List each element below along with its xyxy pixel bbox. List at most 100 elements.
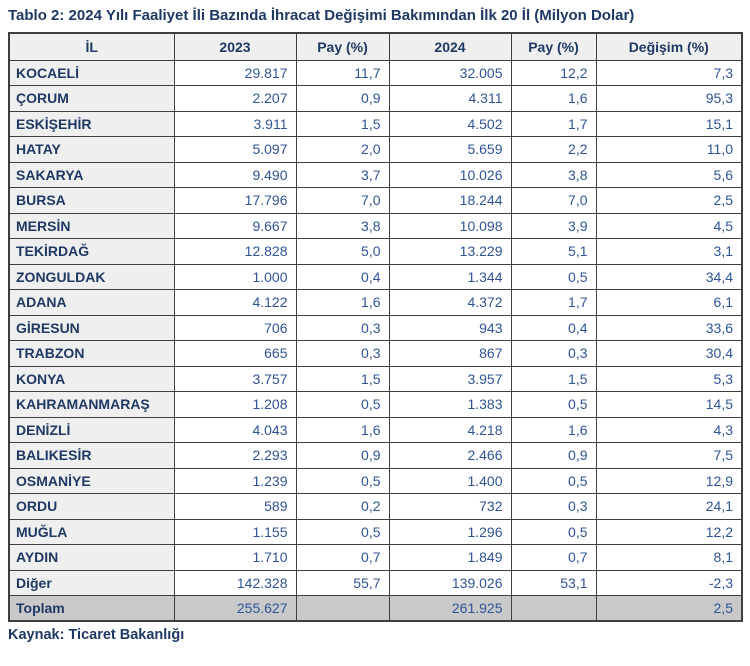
cell-il: HATAY xyxy=(8,136,175,163)
column-header-il: İL xyxy=(8,32,175,61)
column-header-pay-2023: Pay (%) xyxy=(295,32,390,61)
table-row: ORDU 589 0,2 732 0,3 24,1 xyxy=(8,493,743,520)
cell-2023: 706 xyxy=(173,314,297,341)
cell-2024: 261.925 xyxy=(388,595,512,622)
cell-degisim: 12,2 xyxy=(595,518,743,545)
cell-il: SAKARYA xyxy=(8,161,175,188)
cell-pay-2023: 5,0 xyxy=(295,238,390,265)
cell-pay-2023: 0,9 xyxy=(295,442,390,469)
column-header-2023: 2023 xyxy=(173,32,297,61)
table-row-total: Toplam 255.627 261.925 2,5 xyxy=(8,595,743,622)
cell-2023: 3.757 xyxy=(173,365,297,392)
cell-2023: 1.239 xyxy=(173,467,297,494)
cell-pay-2023 xyxy=(295,595,390,622)
cell-degisim: 5,6 xyxy=(595,161,743,188)
cell-2024: 10.098 xyxy=(388,212,512,239)
cell-2024: 10.026 xyxy=(388,161,512,188)
cell-il: ZONGULDAK xyxy=(8,263,175,290)
cell-pay-2024: 1,7 xyxy=(510,110,597,137)
cell-degisim: 95,3 xyxy=(595,85,743,112)
cell-pay-2024: 7,0 xyxy=(510,187,597,214)
cell-il: Toplam xyxy=(8,595,175,622)
table-row: TRABZON 665 0,3 867 0,3 30,4 xyxy=(8,340,743,367)
table-row: TEKİRDAĞ 12.828 5,0 13.229 5,1 3,1 xyxy=(8,238,743,265)
cell-il: OSMANİYE xyxy=(8,467,175,494)
cell-pay-2023: 1,5 xyxy=(295,110,390,137)
cell-degisim: 8,1 xyxy=(595,544,743,571)
cell-pay-2023: 1,6 xyxy=(295,416,390,443)
cell-pay-2024: 0,9 xyxy=(510,442,597,469)
table-row: DENİZLİ 4.043 1,6 4.218 1,6 4,3 xyxy=(8,416,743,443)
cell-degisim: 7,5 xyxy=(595,442,743,469)
cell-pay-2023: 0,5 xyxy=(295,391,390,418)
column-header-pay-2024: Pay (%) xyxy=(510,32,597,61)
cell-2023: 17.796 xyxy=(173,187,297,214)
cell-degisim: 11,0 xyxy=(595,136,743,163)
table-row: ADANA 4.122 1,6 4.372 1,7 6,1 xyxy=(8,289,743,316)
cell-2024: 1.400 xyxy=(388,467,512,494)
cell-degisim: 4,3 xyxy=(595,416,743,443)
table-row: Diğer 142.328 55,7 139.026 53,1 -2,3 xyxy=(8,569,743,596)
cell-degisim: 15,1 xyxy=(595,110,743,137)
cell-il: DENİZLİ xyxy=(8,416,175,443)
table-row: KAHRAMANMARAŞ 1.208 0,5 1.383 0,5 14,5 xyxy=(8,391,743,418)
cell-2023: 255.627 xyxy=(173,595,297,622)
cell-2023: 4.122 xyxy=(173,289,297,316)
cell-2024: 732 xyxy=(388,493,512,520)
cell-pay-2023: 0,9 xyxy=(295,85,390,112)
cell-degisim: 24,1 xyxy=(595,493,743,520)
cell-pay-2024: 0,3 xyxy=(510,493,597,520)
cell-pay-2024: 12,2 xyxy=(510,59,597,86)
cell-pay-2024: 2,2 xyxy=(510,136,597,163)
cell-pay-2023: 1,6 xyxy=(295,289,390,316)
cell-pay-2023: 2,0 xyxy=(295,136,390,163)
table-row: MERSİN 9.667 3,8 10.098 3,9 4,5 xyxy=(8,212,743,239)
cell-il: ESKİŞEHİR xyxy=(8,110,175,137)
cell-2023: 142.328 xyxy=(173,569,297,596)
source-note: Kaynak: Ticaret Bakanlığı xyxy=(8,627,185,643)
cell-il: KAHRAMANMARAŞ xyxy=(8,391,175,418)
cell-il: ADANA xyxy=(8,289,175,316)
cell-pay-2024: 1,6 xyxy=(510,416,597,443)
cell-degisim: 30,4 xyxy=(595,340,743,367)
cell-2023: 1.208 xyxy=(173,391,297,418)
cell-2024: 1.849 xyxy=(388,544,512,571)
table-row: HATAY 5.097 2,0 5.659 2,2 11,0 xyxy=(8,136,743,163)
cell-2024: 32.005 xyxy=(388,59,512,86)
cell-pay-2023: 0,3 xyxy=(295,314,390,341)
cell-degisim: 6,1 xyxy=(595,289,743,316)
cell-2024: 4.218 xyxy=(388,416,512,443)
cell-pay-2024: 1,7 xyxy=(510,289,597,316)
cell-2023: 29.817 xyxy=(173,59,297,86)
cell-2024: 867 xyxy=(388,340,512,367)
table-row: OSMANİYE 1.239 0,5 1.400 0,5 12,9 xyxy=(8,467,743,494)
cell-il: MUĞLA xyxy=(8,518,175,545)
cell-pay-2023: 3,8 xyxy=(295,212,390,239)
cell-pay-2024: 0,7 xyxy=(510,544,597,571)
cell-2023: 12.828 xyxy=(173,238,297,265)
cell-degisim: 34,4 xyxy=(595,263,743,290)
cell-il: KONYA xyxy=(8,365,175,392)
cell-pay-2023: 0,4 xyxy=(295,263,390,290)
table-row: ZONGULDAK 1.000 0,4 1.344 0,5 34,4 xyxy=(8,263,743,290)
cell-2023: 9.667 xyxy=(173,212,297,239)
cell-pay-2024: 1,6 xyxy=(510,85,597,112)
cell-il: BURSA xyxy=(8,187,175,214)
cell-2024: 4.372 xyxy=(388,289,512,316)
cell-2023: 665 xyxy=(173,340,297,367)
cell-degisim: 2,5 xyxy=(595,187,743,214)
cell-pay-2024: 0,5 xyxy=(510,518,597,545)
cell-pay-2024: 3,9 xyxy=(510,212,597,239)
cell-pay-2023: 0,3 xyxy=(295,340,390,367)
cell-2024: 5.659 xyxy=(388,136,512,163)
cell-pay-2023: 0,2 xyxy=(295,493,390,520)
cell-pay-2023: 0,5 xyxy=(295,518,390,545)
cell-pay-2024 xyxy=(510,595,597,622)
table-title: Tablo 2: 2024 Yılı Faaliyet İli Bazında … xyxy=(8,7,635,24)
cell-il: GİRESUN xyxy=(8,314,175,341)
cell-il: Diğer xyxy=(8,569,175,596)
cell-2024: 1.296 xyxy=(388,518,512,545)
table-row: KOCAELİ 29.817 11,7 32.005 12,2 7,3 xyxy=(8,59,743,86)
cell-2023: 9.490 xyxy=(173,161,297,188)
